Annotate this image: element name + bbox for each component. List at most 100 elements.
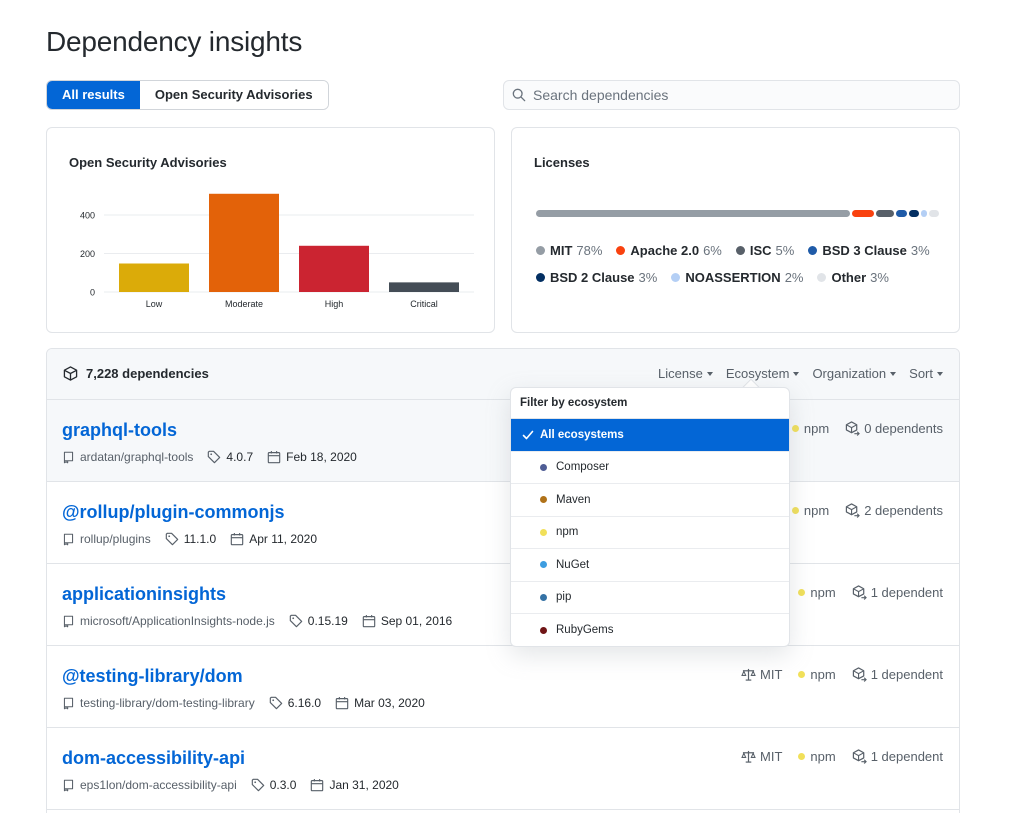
repo-link[interactable]: rollup/plugins <box>80 532 151 546</box>
ecosystem-label: npm <box>810 749 836 764</box>
ecosystem-option[interactable]: Maven <box>511 484 789 517</box>
repo-icon <box>63 697 74 709</box>
ecosystem-dot-icon <box>798 671 806 678</box>
dependency-name-link[interactable]: dom-accessibility-api <box>62 748 246 768</box>
dependency-row: @testing-library/dom testing-library/dom-… <box>47 646 959 728</box>
license-segment <box>851 210 875 217</box>
tag-icon <box>289 614 303 628</box>
calendar-icon <box>267 451 281 464</box>
licenses-title: Licenses <box>534 155 590 170</box>
dependency-row: dom-accessibility-api eps1lon/dom-accessi… <box>47 728 959 810</box>
legend-name: Other <box>831 270 867 285</box>
tab-open-security-advisories[interactable]: Open Security Advisories <box>139 81 328 109</box>
legend-percent: 3% <box>910 243 930 258</box>
law-icon <box>741 750 756 763</box>
organization-filter-label: Organization <box>812 366 887 381</box>
list-filters: License Ecosystem Organization Sort <box>658 366 943 381</box>
tag-icon <box>251 778 265 792</box>
date: Jan 31, 2020 <box>310 778 399 792</box>
x-tick-label: Moderate <box>225 299 263 309</box>
dropdown-title: Filter by ecosystem <box>511 388 789 419</box>
law-icon <box>741 668 756 681</box>
tab-all-results[interactable]: All results <box>47 81 140 109</box>
ecosystem-option[interactable]: NuGet <box>511 549 789 582</box>
legend-name: BSD 2 Clause <box>550 270 635 285</box>
dependency-row: @rollup/plugin-commonjs rollup/plugins 11.… <box>47 482 959 564</box>
repo-link[interactable]: microsoft/ApplicationInsights-node.js <box>80 614 275 628</box>
dependency-name-link[interactable]: applicationinsights <box>62 584 227 604</box>
dependency-stats: MIT npm 1 dependent <box>741 667 943 682</box>
license-segment <box>920 210 927 217</box>
repo-link[interactable]: eps1lon/dom-accessibility-api <box>80 778 237 792</box>
dependents[interactable]: 1 dependent <box>852 749 943 764</box>
bar-high <box>299 245 369 292</box>
dependency-name-link[interactable]: @rollup/plugin-commonjs <box>62 502 285 522</box>
legend-item: Other 3% <box>817 270 889 285</box>
x-tick-label: Critical <box>410 299 438 309</box>
repo-link-wrap[interactable]: ardatan/graphql-tools <box>62 450 193 464</box>
licenses-legend: MIT 78% Apache 2.0 6% ISC 5% BSD 3 Clause 3% BSD… <box>536 243 946 285</box>
ecosystem-label: npm <box>803 503 830 518</box>
advisories-title: Open Security Advisories <box>69 155 227 170</box>
date-label: Jan 31, 2020 <box>329 778 399 792</box>
organization-filter[interactable]: Organization <box>812 366 897 381</box>
version: 0.15.19 <box>289 614 348 628</box>
ecosystem-option[interactable]: npm <box>511 517 789 549</box>
dependents-icon <box>852 749 867 764</box>
sort-filter-label: Sort <box>909 366 933 381</box>
dependents[interactable]: 1 dependent <box>852 667 943 682</box>
legend-percent: 5% <box>775 243 795 258</box>
license-segment <box>908 210 919 217</box>
licenses-card: Licenses MIT 78% Apache 2.0 6% ISC 5% BSD 3 Cl… <box>511 127 960 333</box>
ecosystem-option[interactable]: All ecosystems <box>511 419 789 452</box>
sort-filter[interactable]: Sort <box>909 366 943 381</box>
repo-link[interactable]: ardatan/graphql-tools <box>80 450 194 464</box>
version-label: 4.0.7 <box>226 450 254 464</box>
date-label: Mar 03, 2020 <box>354 696 425 710</box>
dependency-name-link[interactable]: graphql-tools <box>62 420 177 440</box>
ecosystem: npm <box>798 585 836 600</box>
dependency-stats: npm 1 dependent <box>798 585 943 600</box>
legend-name: Apache 2.0 <box>630 243 700 258</box>
dependents[interactable]: 0 dependents <box>845 421 943 436</box>
date-label: Feb 18, 2020 <box>286 450 357 464</box>
ecosystem-option[interactable]: Composer <box>511 452 789 484</box>
version-label: 11.1.0 <box>183 532 217 546</box>
legend-dot-icon <box>735 246 745 255</box>
ecosystem-option[interactable]: pip <box>511 582 789 614</box>
legend-item: NOASSERTION 2% <box>671 270 803 285</box>
ecosystem-filter[interactable]: Ecosystem <box>726 366 800 381</box>
dependency-name-link[interactable]: @testing-library/dom <box>62 666 243 686</box>
legend-dot-icon <box>808 246 818 255</box>
repo-link-wrap[interactable]: testing-library/dom-testing-library <box>62 696 255 710</box>
caret-down-icon <box>793 372 800 376</box>
dependents[interactable]: 2 dependents <box>845 503 943 518</box>
repo-link[interactable]: testing-library/dom-testing-library <box>80 696 255 710</box>
search-box[interactable] <box>503 80 960 110</box>
repo-link-wrap[interactable]: microsoft/ApplicationInsights-node.js <box>62 614 275 628</box>
version: 0.3.0 <box>251 778 296 792</box>
dependency-row: applicationinsights microsoft/Application… <box>47 564 959 646</box>
version-label: 6.16.0 <box>287 696 322 710</box>
ecosystem-label: npm <box>803 421 830 436</box>
date: Feb 18, 2020 <box>267 450 357 464</box>
repo-icon <box>63 533 74 545</box>
package-icon <box>63 366 78 381</box>
license: MIT <box>741 667 782 682</box>
repo-link-wrap[interactable]: eps1lon/dom-accessibility-api <box>62 778 237 792</box>
ecosystem-option-label: RubyGems <box>556 624 614 637</box>
dependency-count-label: 7,228 dependencies <box>86 366 209 381</box>
ecosystem-option[interactable]: RubyGems <box>511 614 789 646</box>
dependents-label: 2 dependents <box>864 503 943 518</box>
dependents-icon <box>852 667 867 682</box>
search-input[interactable] <box>533 87 933 103</box>
dependents[interactable]: 1 dependent <box>852 585 943 600</box>
legend-dot-icon <box>671 273 681 282</box>
license-filter[interactable]: License <box>658 366 713 381</box>
legend-item: MIT 78% <box>536 243 602 258</box>
dependency-meta: microsoft/ApplicationInsights-node.js 0.1… <box>62 614 466 628</box>
dependency-stats: MIT npm 1 dependent <box>741 749 943 764</box>
repo-link-wrap[interactable]: rollup/plugins <box>62 532 151 546</box>
dependents-label: 1 dependent <box>870 667 943 682</box>
license-segment <box>876 210 895 217</box>
